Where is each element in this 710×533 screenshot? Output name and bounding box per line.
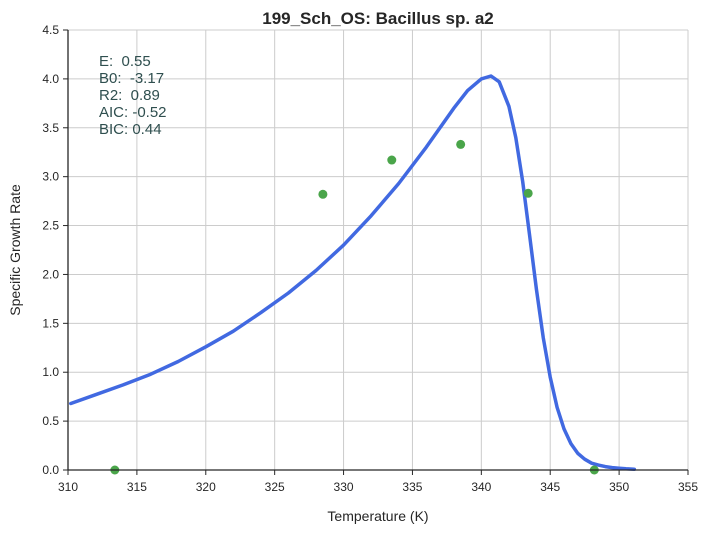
x-tick-label: 340 (471, 480, 491, 494)
y-tick-labels: 0.0 0.5 1.0 1.5 2.0 2.5 3.0 3.5 4.0 4.5 (42, 23, 59, 477)
stat-aic: AIC: -0.52 (99, 104, 167, 121)
y-tick-label: 4.5 (42, 23, 59, 37)
data-point (456, 139, 466, 149)
fit-curve-line (69, 74, 637, 471)
y-tick-label: 0.0 (42, 463, 59, 477)
stat-e: E: 0.55 (99, 53, 151, 70)
y-tick-label: 2.0 (42, 267, 59, 281)
x-tick-labels: 310 315 320 325 330 335 340 345 350 355 (58, 480, 698, 494)
y-axis-label: Specific Growth Rate (7, 184, 23, 316)
x-tick-label: 325 (265, 480, 285, 494)
fit-curve-layer (69, 74, 637, 471)
x-tick-label: 355 (678, 480, 698, 494)
y-tick-label: 4.0 (42, 72, 59, 86)
grid-lines (68, 29, 689, 470)
stat-r2: R2: 0.89 (99, 87, 160, 104)
x-axis-label: Temperature (K) (327, 508, 428, 524)
x-tick-label: 330 (334, 480, 354, 494)
y-tick-label: 0.5 (42, 414, 59, 428)
x-tick-label: 315 (127, 480, 147, 494)
stat-bic: BIC: 0.44 (99, 121, 162, 138)
y-tick-label: 2.5 (42, 219, 59, 233)
x-tick-label: 335 (402, 480, 422, 494)
x-tick-label: 345 (540, 480, 560, 494)
fit-stats-annotation: E: 0.55 B0: -3.17 R2: 0.89 AIC: -0.52 BI… (99, 53, 167, 138)
y-tick-label: 1.5 (42, 316, 59, 330)
stat-b0: B0: -3.17 (99, 70, 164, 87)
axes (63, 29, 689, 475)
y-tick-label: 3.0 (42, 170, 59, 184)
x-tick-label: 320 (196, 480, 216, 494)
x-tick-label: 310 (58, 480, 78, 494)
y-tick-label: 1.0 (42, 365, 59, 379)
chart-title: 199_Sch_OS: Bacillus sp. a2 (262, 9, 494, 28)
data-point (387, 155, 397, 165)
y-tick-label: 3.5 (42, 121, 59, 135)
data-points-layer (110, 139, 599, 475)
data-point (318, 189, 328, 199)
data-point (523, 188, 533, 198)
x-tick-label: 350 (609, 480, 629, 494)
